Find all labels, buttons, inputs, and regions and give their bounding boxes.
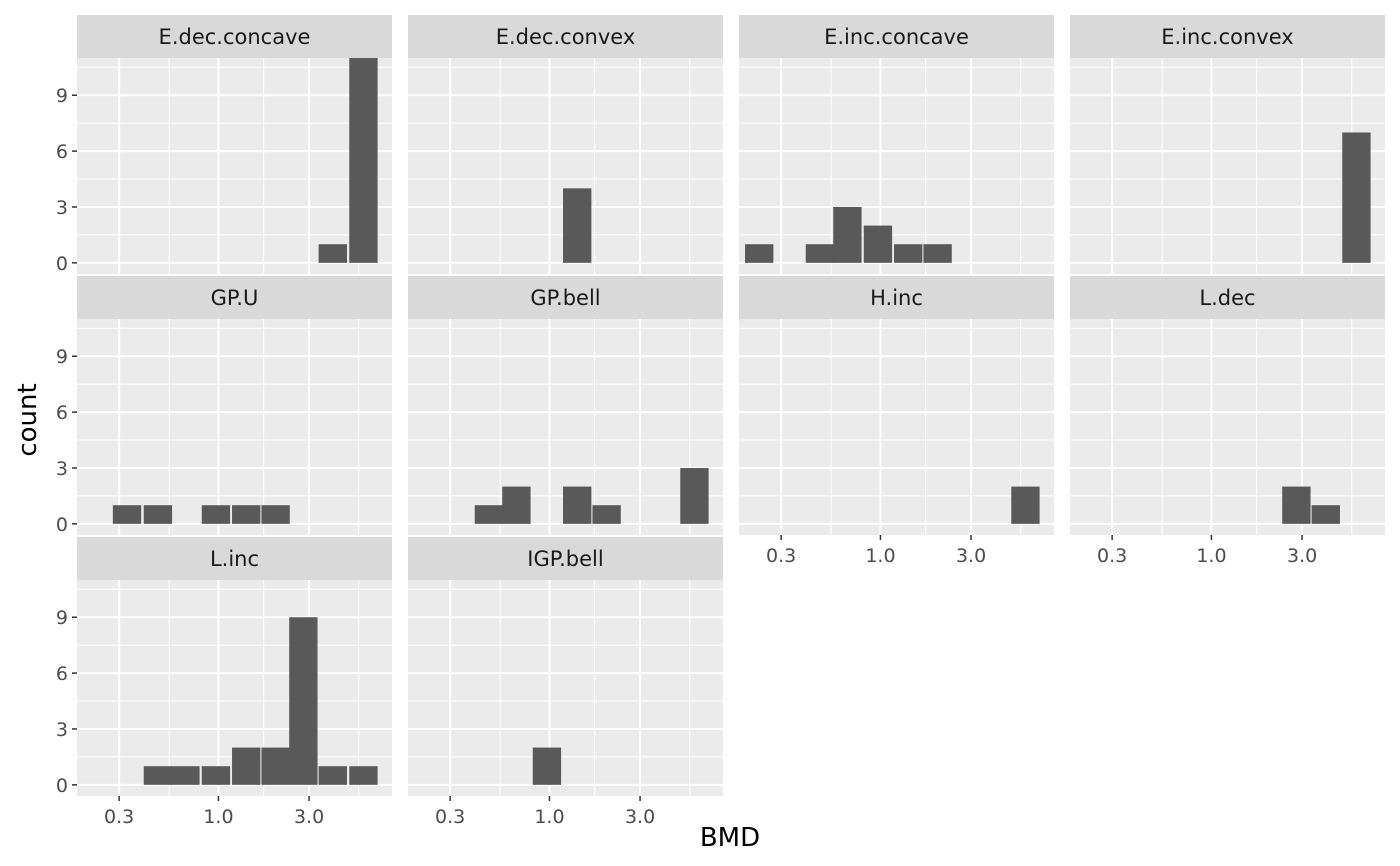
strip-e-dec-convex [408, 15, 723, 58]
x-tick-label: 3.0 [625, 806, 655, 828]
panel-background-gp-u [77, 319, 392, 535]
histogram-bar [1311, 505, 1340, 524]
strip-igp-bell [408, 537, 723, 580]
y-tick-label: 9 [56, 607, 68, 629]
histogram-bar [1342, 132, 1371, 263]
strip-e-dec-concave [77, 15, 392, 58]
y-tick-label: 3 [56, 197, 68, 219]
histogram-bar [863, 225, 893, 263]
histogram-bar [143, 505, 173, 524]
panel-background-h-inc [739, 319, 1054, 535]
panel-gp-u: GP.U 0 3 6 9 [56, 276, 392, 536]
y-tick-label: 9 [56, 85, 68, 107]
histogram-bar [592, 505, 621, 524]
panel-h-inc: H.inc 0.3 1.0 3.0 [739, 276, 1054, 567]
histogram-bar [563, 486, 592, 524]
y-tick-label: 6 [56, 402, 68, 424]
histogram-bar [289, 617, 318, 785]
histogram-bar [261, 505, 290, 524]
y-tick-label: 0 [56, 775, 68, 797]
panel-background-e-inc-concave [739, 58, 1054, 274]
panel-background-e-dec-concave [77, 58, 392, 274]
panel-e-dec-concave: E.dec.concave 0 3 6 9 [56, 15, 392, 275]
histogram-bar [805, 244, 835, 263]
x-tick-label: 0.3 [766, 545, 796, 567]
strip-label-e-dec-convex: E.dec.convex [496, 25, 636, 49]
histogram-bar [201, 766, 231, 785]
strip-label-e-inc-convex: E.inc.convex [1161, 25, 1293, 49]
strip-label-h-inc: H.inc [870, 286, 923, 310]
panel-igp-bell: IGP.bell 0.3 1.0 3.0 [408, 537, 723, 828]
strip-label-gp-u: GP.U [211, 286, 259, 310]
panel-gp-bell: GP.bell [408, 276, 723, 535]
histogram-bar [923, 244, 952, 263]
strip-label-l-inc: L.inc [210, 547, 259, 571]
y-axis-title: count [13, 383, 43, 456]
strip-gp-bell [408, 276, 723, 319]
panels-layer: E.dec.concave 0 3 6 9 E.dec.convex E.inc.conca… [56, 15, 1385, 828]
histogram-bar [833, 206, 862, 263]
y-tick-label: 9 [56, 346, 68, 368]
histogram-bar [349, 58, 378, 263]
histogram-bar [532, 747, 562, 785]
panel-background-l-dec [1070, 319, 1385, 535]
y-tick-label: 0 [56, 253, 68, 275]
x-tick-label: 3.0 [1287, 545, 1317, 567]
histogram-bar [171, 766, 200, 785]
x-tick-label: 1.0 [865, 545, 895, 567]
strip-gp-u [77, 276, 392, 319]
histogram-bar [318, 766, 347, 785]
strip-label-e-inc-concave: E.inc.concave [824, 25, 969, 49]
y-tick-label: 6 [56, 141, 68, 163]
y-tick-label: 6 [56, 663, 68, 685]
histogram-bar [894, 244, 923, 263]
x-tick-label: 1.0 [1196, 545, 1226, 567]
histogram-bar [112, 505, 142, 524]
strip-e-inc-concave [739, 15, 1054, 58]
strip-label-l-dec: L.dec [1199, 286, 1255, 310]
panel-background-igp-bell [408, 580, 723, 796]
histogram-bar [680, 467, 709, 524]
panel-e-inc-convex: E.inc.convex [1070, 15, 1385, 274]
strip-label-igp-bell: IGP.bell [527, 547, 603, 571]
y-tick-label: 3 [56, 719, 68, 741]
histogram-bar [261, 747, 290, 785]
x-axis-title: BMD [700, 823, 760, 853]
x-tick-label: 0.3 [104, 806, 134, 828]
panel-l-inc: L.inc 0 3 6 9 0.3 1.0 3.0 [56, 537, 392, 828]
strip-label-gp-bell: GP.bell [530, 286, 600, 310]
x-tick-label: 1.0 [203, 806, 233, 828]
histogram-bar [1282, 486, 1311, 524]
x-tick-label: 1.0 [534, 806, 564, 828]
strip-l-inc [77, 537, 392, 580]
x-tick-label: 3.0 [294, 806, 324, 828]
strip-l-dec [1070, 276, 1385, 319]
histogram-bar [474, 505, 504, 524]
histogram-bar [563, 188, 592, 263]
histogram-bar [232, 747, 261, 785]
y-tick-label: 3 [56, 458, 68, 480]
strip-h-inc [739, 276, 1054, 319]
histogram-bar [318, 244, 347, 263]
y-tick-label: 0 [56, 514, 68, 536]
panel-e-dec-convex: E.dec.convex [408, 15, 723, 274]
histogram-bar [1011, 486, 1040, 524]
histogram-bar [143, 766, 173, 785]
histogram-bar [502, 486, 531, 524]
histogram-bar [201, 505, 231, 524]
strip-e-inc-convex [1070, 15, 1385, 58]
histogram-bar [349, 766, 378, 785]
x-tick-label: 3.0 [956, 545, 986, 567]
panel-e-inc-concave: E.inc.concave [739, 15, 1054, 274]
histogram-bar [745, 244, 774, 263]
x-tick-label: 0.3 [1097, 545, 1127, 567]
panel-background-e-inc-convex [1070, 58, 1385, 274]
strip-label-e-dec-concave: E.dec.concave [159, 25, 311, 49]
panel-l-dec: L.dec 0.3 1.0 3.0 [1070, 276, 1385, 567]
x-tick-label: 0.3 [435, 806, 465, 828]
histogram-bar [232, 505, 261, 524]
